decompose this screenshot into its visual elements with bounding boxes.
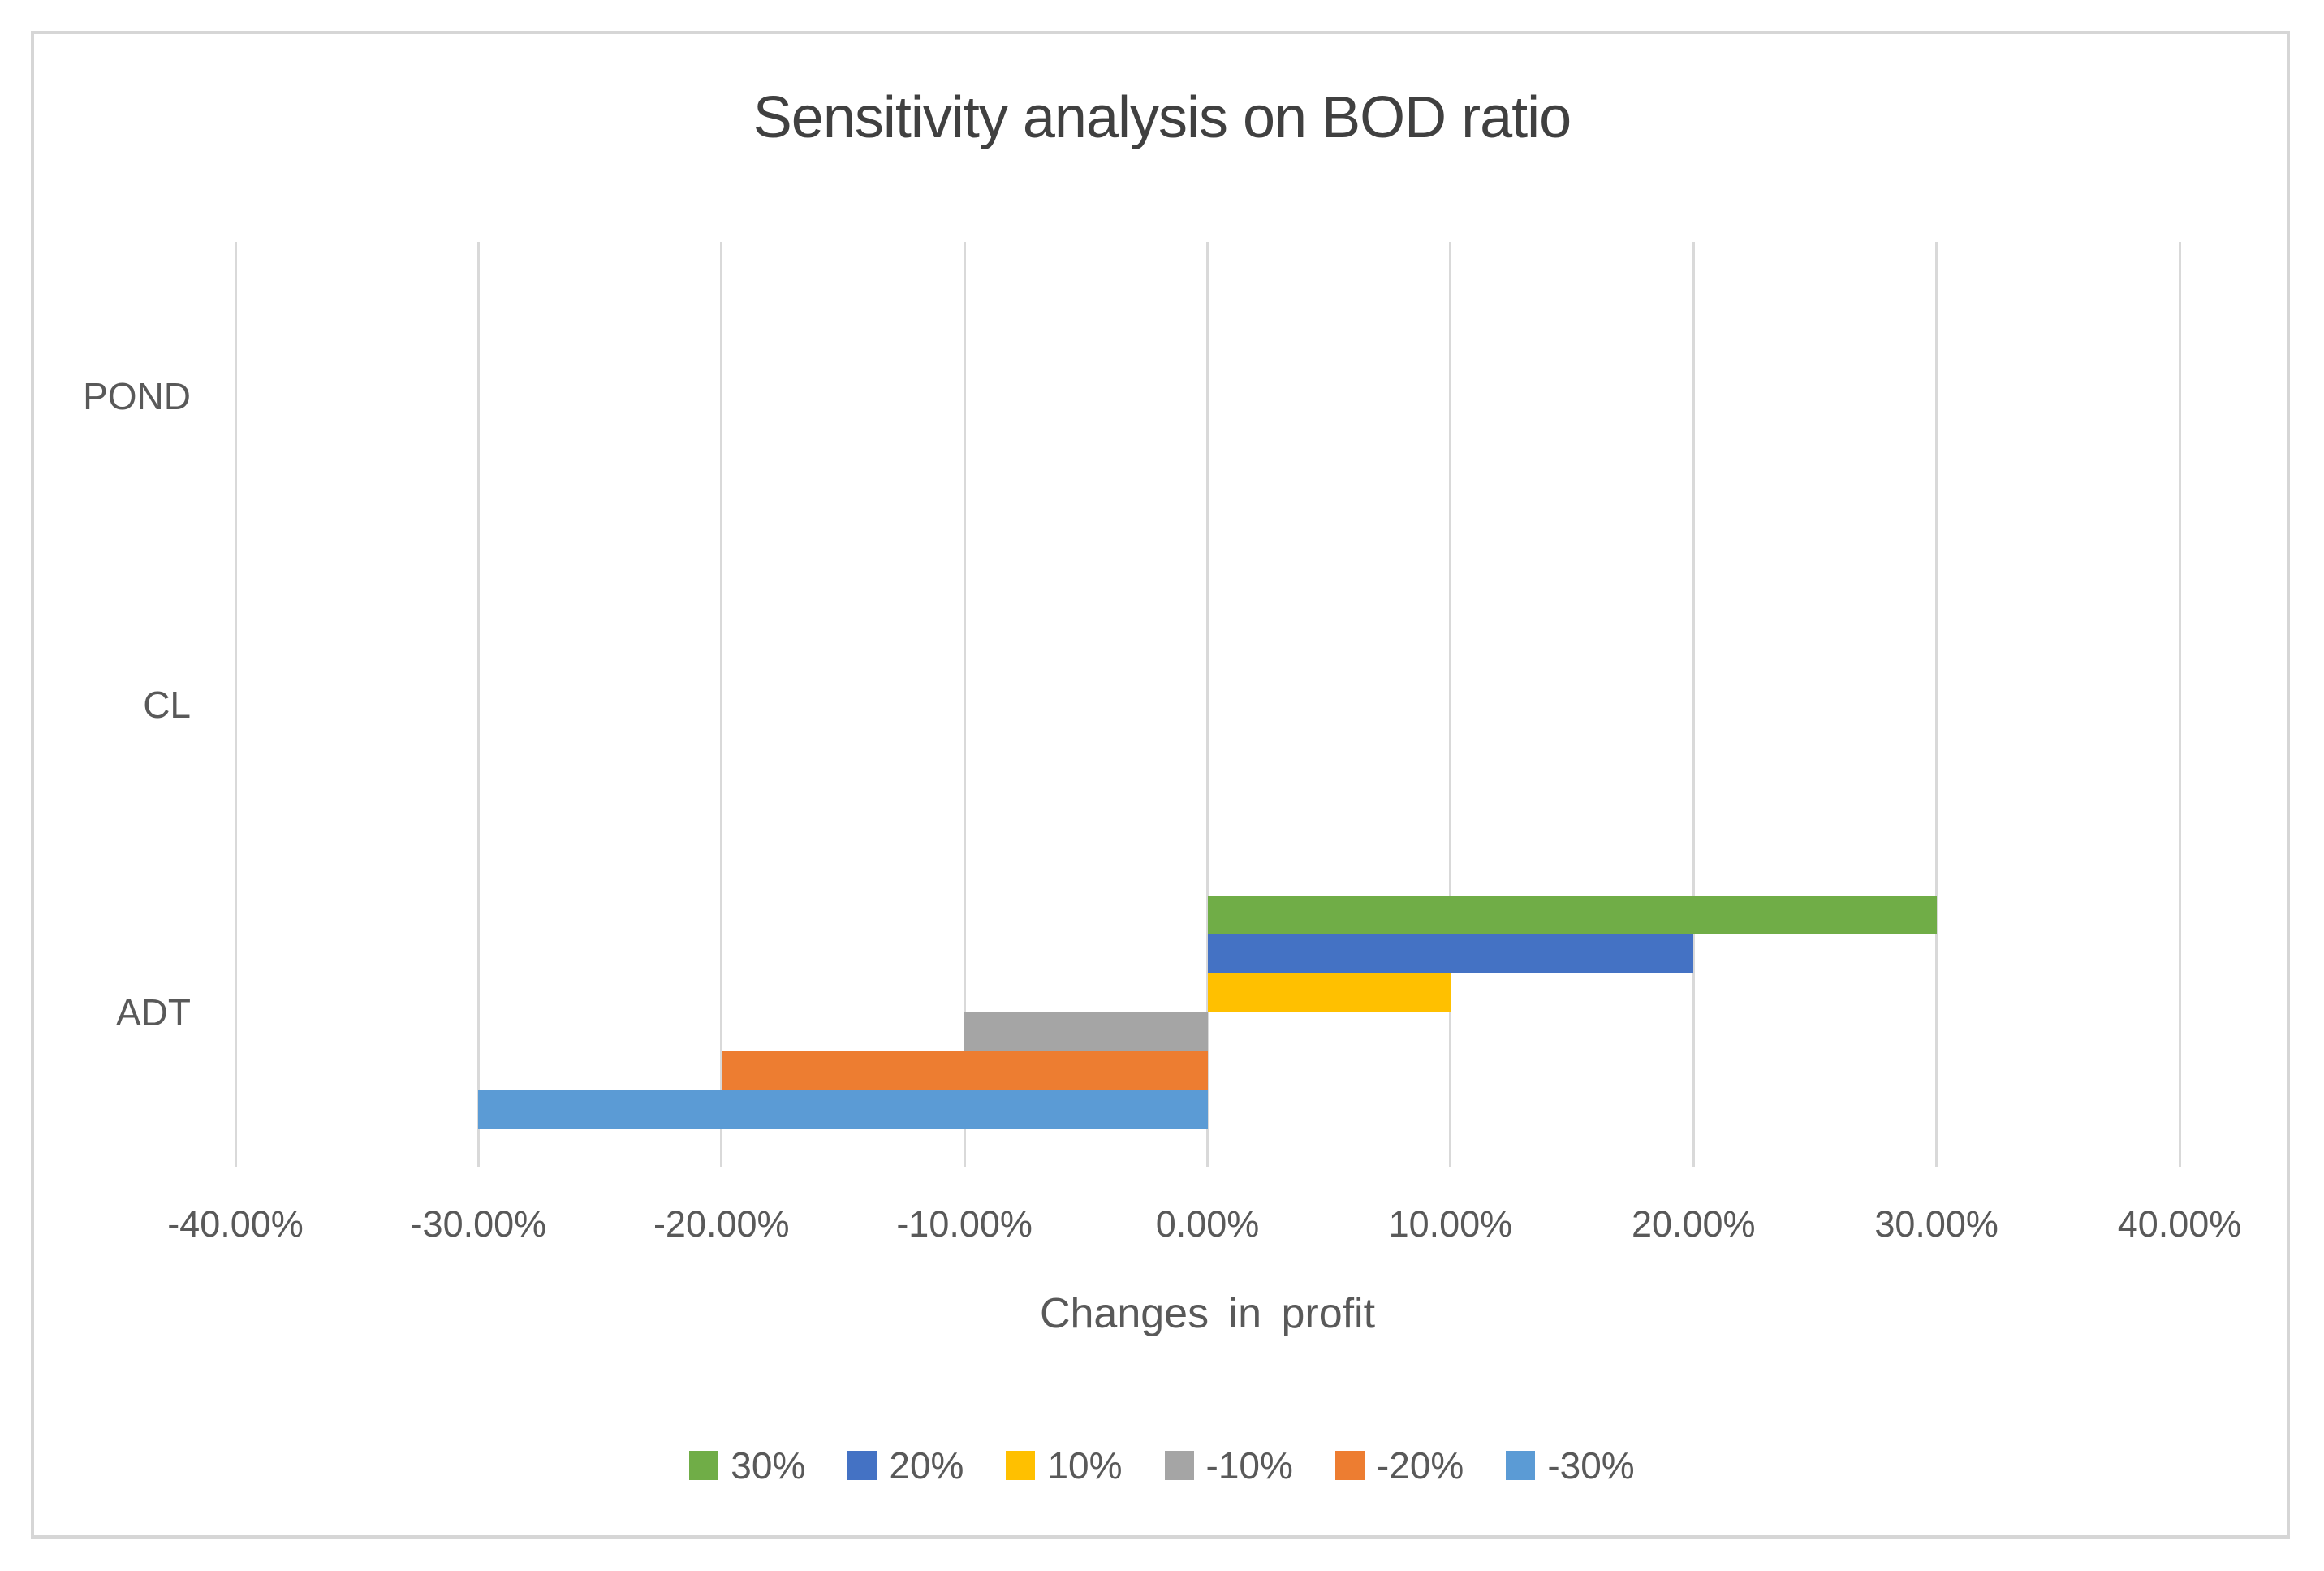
x-axis-tick-label: -30.00% [410, 1203, 547, 1245]
plot-area [234, 242, 2181, 1167]
legend-item: 10% [1006, 1444, 1123, 1487]
x-axis-tick-label: 0.00% [1155, 1203, 1260, 1245]
legend-item: -20% [1334, 1444, 1464, 1487]
y-axis-category-label: POND [83, 374, 191, 417]
x-axis-tick-label: 20.00% [1631, 1203, 1756, 1245]
gridline [720, 242, 723, 1167]
bar-adt-neg10pct [964, 1012, 1208, 1052]
figure-border [31, 31, 2290, 1539]
gridline [1449, 242, 1452, 1167]
legend-marker-icon [1006, 1451, 1036, 1480]
legend-label: -30% [1547, 1444, 1635, 1487]
legend-label: -20% [1376, 1444, 1464, 1487]
legend-item: -30% [1506, 1444, 1635, 1487]
legend-label: 30% [731, 1444, 806, 1487]
gridline [1206, 242, 1209, 1167]
gridline [2178, 242, 2181, 1167]
y-axis-category-label: ADT [116, 991, 191, 1034]
gridline [234, 242, 237, 1167]
legend-label: -10% [1205, 1444, 1293, 1487]
legend-item: 20% [847, 1444, 964, 1487]
legend-marker-icon [689, 1451, 719, 1480]
bar-adt-30pct [1207, 896, 1937, 935]
legend-marker-icon [847, 1451, 877, 1480]
legend-label: 10% [1047, 1444, 1123, 1487]
legend-marker-icon [1334, 1451, 1365, 1480]
x-axis-tick-label: -20.00% [653, 1203, 790, 1245]
bar-adt-neg30pct [478, 1090, 1208, 1130]
bar-adt-neg20pct [721, 1051, 1208, 1091]
bar-adt-20pct [1207, 934, 1694, 974]
gridline [1935, 242, 1938, 1167]
gridline [1692, 242, 1695, 1167]
x-axis-tick-label: 40.00% [2117, 1203, 2242, 1245]
x-axis-tick-label: -40.00% [167, 1203, 304, 1245]
legend-marker-icon [1164, 1451, 1194, 1480]
chart-title: Sensitivity analysis on BOD ratio [752, 85, 1572, 150]
x-axis-title: Changes in profit [1039, 1290, 1376, 1337]
y-axis-category-label: CL [143, 683, 191, 726]
x-axis-tick-label: -10.00% [896, 1203, 1033, 1245]
bar-adt-10pct [1207, 973, 1451, 1013]
legend-item: 30% [689, 1444, 805, 1487]
legend-marker-icon [1506, 1451, 1536, 1480]
x-axis-tick-label: 30.00% [1874, 1203, 1998, 1245]
legend: 30% 20% 10% -10% -20% -30% [0, 1444, 2324, 1487]
gridline [963, 242, 966, 1167]
legend-label: 20% [889, 1444, 964, 1487]
legend-item: -10% [1164, 1444, 1293, 1487]
gridline [476, 242, 480, 1167]
x-axis-tick-label: 10.00% [1388, 1203, 1513, 1245]
